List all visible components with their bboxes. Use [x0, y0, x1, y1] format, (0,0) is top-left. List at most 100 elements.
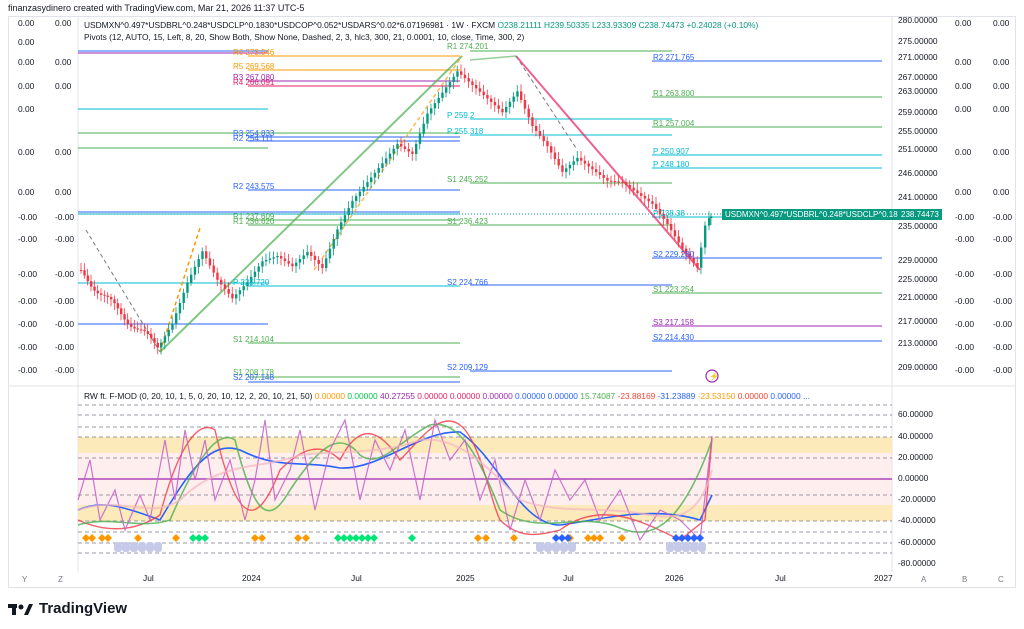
candle-body [640, 193, 643, 196]
left-axis-tick: 0.00 [55, 57, 72, 67]
pivot-label: R5 269.568 [233, 62, 275, 71]
candle-body [422, 123, 425, 134]
candle-body [617, 181, 620, 183]
candle-body [208, 258, 212, 266]
candle-body [150, 333, 153, 338]
left-axis-tick: 0.00 [18, 187, 35, 197]
price-tick: 235.00000 [898, 221, 938, 231]
left-axis-tick: -0.00 [18, 212, 38, 222]
signal-diamond [590, 534, 598, 542]
signal-diamond [408, 534, 416, 542]
candle-body [358, 191, 362, 197]
signal-box [552, 542, 560, 552]
candle-body [325, 258, 328, 269]
candle-body [250, 276, 253, 283]
main-legend[interactable]: USDMXN^0.497*USDBRL^0.248*USDCLP^0.1830*… [84, 20, 758, 30]
candle-body [520, 91, 523, 101]
candle-body [351, 200, 354, 209]
candle-body [512, 96, 515, 102]
far-right-tick: 0.00 [955, 104, 972, 114]
pivot-label: R2 254.111 [233, 134, 274, 143]
scale-button-a[interactable]: A [921, 575, 927, 584]
signal-box [536, 542, 544, 552]
scale-button-z[interactable]: Z [58, 575, 63, 584]
price-candles [80, 64, 713, 355]
candle-body [400, 143, 403, 147]
left-axis-tick: -0.00 [18, 234, 38, 244]
pivots-legend[interactable]: Pivots (12, AUTO, 15, Left, 8, 20, Show … [84, 32, 525, 42]
candle-body [156, 342, 160, 348]
price-tick: 217.00000 [898, 316, 938, 326]
candle-body [83, 270, 86, 276]
left-axis-tick: 0.00 [55, 81, 72, 91]
candle-body [205, 251, 208, 259]
candle-body [486, 95, 489, 99]
candle-body [231, 293, 234, 299]
candle-body [651, 201, 654, 204]
candle-body [280, 256, 283, 259]
ohlc-values: O238.21111 H239.50335 L233.93309 C238.74… [497, 20, 759, 30]
osc-tick: 60.00000 [898, 409, 933, 419]
signal-diamond [104, 534, 112, 542]
trend-lines [85, 55, 701, 353]
candle-body [120, 308, 123, 315]
candle-body [103, 294, 106, 296]
signal-diamond [370, 534, 378, 542]
candle-body [253, 271, 257, 277]
scale-button-c[interactable]: C [998, 575, 1004, 584]
signal-box [568, 542, 576, 552]
far-right-tick-2: 0.00 [993, 104, 1010, 114]
candle-body [602, 174, 605, 178]
left-axis-tick: 0.00 [18, 147, 35, 157]
candle-body [418, 133, 422, 144]
candle-body [572, 161, 575, 165]
candle-body [625, 182, 628, 185]
osc-value: 0.00000 [768, 391, 801, 401]
signal-box [138, 542, 146, 552]
scale-button-y[interactable]: Y [22, 575, 28, 584]
oscillator-markers [82, 534, 706, 552]
scale-button-b[interactable]: B [962, 575, 968, 584]
candle-body [448, 82, 452, 88]
candle-body [621, 181, 624, 183]
osc-legend[interactable]: RW ft. F-MOD (0, 20, 10, 1, 5, 0, 20, 10… [84, 391, 810, 401]
left-axis-tick: 0.00 [18, 81, 35, 91]
signal-box [682, 542, 690, 552]
price-tick: 221.00000 [898, 292, 938, 302]
candle-body [343, 215, 347, 223]
candle-body [430, 108, 433, 114]
pivot-label: P 248.180 [653, 160, 690, 169]
signal-diamond [294, 534, 302, 542]
pivot-lines [78, 50, 882, 383]
osc-tick: -40.00000 [898, 515, 936, 525]
candle-body [136, 328, 140, 330]
left-axis-tick: 0.00 [18, 37, 35, 47]
pivot-label: R1 257.004 [653, 119, 695, 128]
candle-body [475, 84, 478, 89]
far-right-tick: 0.00 [955, 147, 972, 157]
left-axis-tick: 0.00 [55, 187, 72, 197]
signal-diamond [510, 534, 518, 542]
osc-legend-name[interactable]: RW ft. F-MOD (0, 20, 10, 1, 5, 0, 20, 10… [84, 391, 313, 401]
osc-tick: 20.00000 [898, 452, 933, 462]
price-tick: 241.00000 [898, 192, 938, 202]
time-tick: Jul [775, 573, 786, 583]
candle-body [216, 272, 219, 280]
candle-body [542, 136, 545, 142]
price-tick: 229.00000 [898, 255, 938, 265]
event-marker-icon [705, 369, 719, 383]
pivot-label: P 255.318 [447, 127, 484, 136]
candle-body [632, 187, 635, 191]
candle-body [261, 261, 264, 267]
candle-body [655, 203, 658, 209]
signal-diamond [172, 534, 180, 542]
left-axis-tick: -0.00 [18, 365, 38, 375]
far-right-tick: 0.00 [955, 187, 972, 197]
time-tick: 2025 [456, 573, 475, 583]
symbol-label[interactable]: USDMXN^0.497*USDBRL^0.248*USDCLP^0.1830*… [84, 20, 496, 30]
price-tick: 280.00000 [898, 15, 938, 25]
candle-body [123, 314, 126, 320]
candle-body [643, 195, 647, 199]
signal-diamond [672, 534, 680, 542]
